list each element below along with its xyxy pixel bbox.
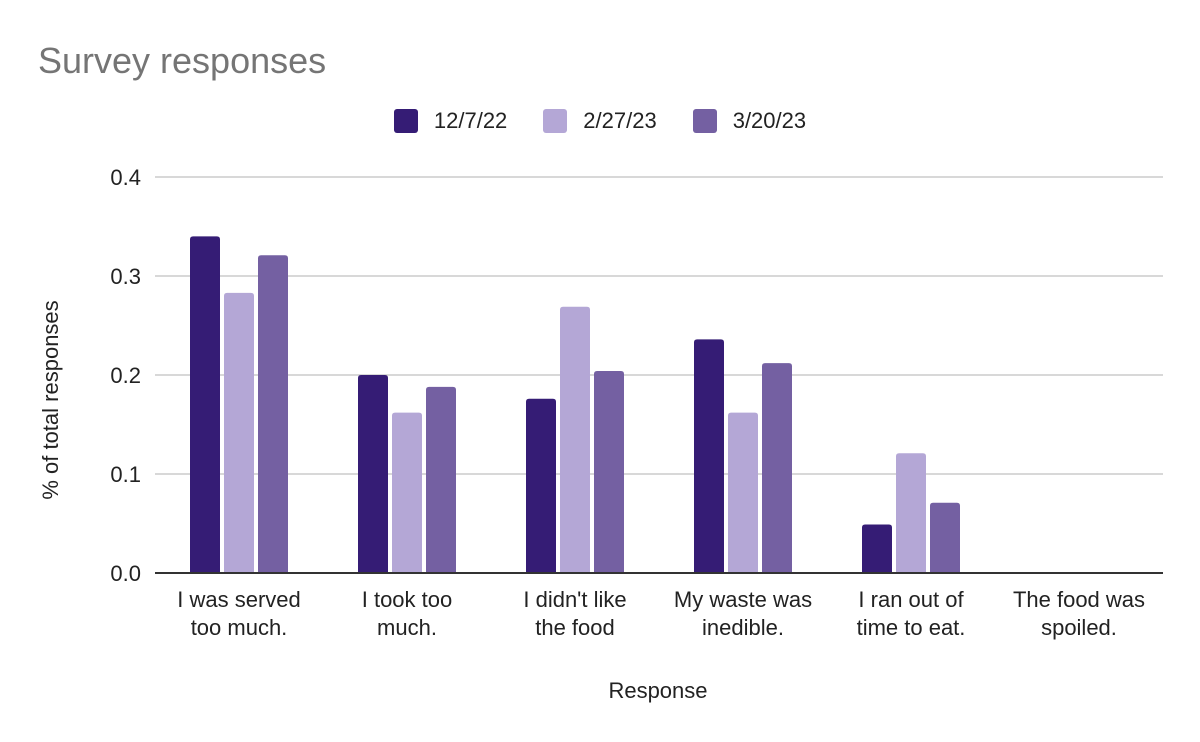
x-tick-label: The food was spoiled. xyxy=(1013,587,1145,640)
bar-1-2[interactable] xyxy=(358,375,388,573)
legend-item-series-3[interactable]: 3/20/23 xyxy=(692,108,807,134)
x-tick-label: My waste was inedible. xyxy=(674,587,812,640)
y-axis-title: % of total responses xyxy=(38,300,63,499)
legend-swatch-series-3 xyxy=(692,109,717,133)
y-tick-label: 0.3 xyxy=(110,264,141,289)
y-tick-label: 0.2 xyxy=(110,363,141,388)
bars xyxy=(190,236,960,573)
bar-3-2[interactable] xyxy=(426,386,456,573)
y-tick-label: 0.1 xyxy=(110,462,141,487)
legend-label-series-2: 2/27/23 xyxy=(583,108,657,133)
x-tick-label: I didn't like the food xyxy=(523,587,626,640)
bar-1-4[interactable] xyxy=(694,339,724,573)
bar-1-5[interactable] xyxy=(862,524,892,573)
x-tick-label: I was served too much. xyxy=(177,587,301,640)
bar-1-1[interactable] xyxy=(190,236,220,573)
x-axis-title: Response xyxy=(608,678,707,703)
legend-swatch-series-1 xyxy=(393,109,418,133)
legend-swatch-series-2 xyxy=(543,109,568,133)
bar-1-3[interactable] xyxy=(526,398,556,573)
legend-label-series-1: 12/7/22 xyxy=(433,108,508,133)
legend: 12/7/22 2/27/23 3/20/23 xyxy=(0,108,1200,134)
bar-3-4[interactable] xyxy=(762,363,792,573)
bar-2-5[interactable] xyxy=(896,453,926,573)
legend-item-series-1[interactable]: 12/7/22 xyxy=(393,108,508,134)
bar-3-1[interactable] xyxy=(258,255,288,573)
legend-label-series-3: 3/20/23 xyxy=(732,108,807,133)
bar-3-5[interactable] xyxy=(930,502,960,573)
x-tick-label: I took too much. xyxy=(362,587,453,640)
axes: 0.0 0.1 0.2 0.3 0.4 I was served too much. I to… xyxy=(110,165,1163,640)
y-tick-label: 0.4 xyxy=(110,165,141,190)
y-tick-label: 0.0 xyxy=(110,561,141,586)
bar-2-2[interactable] xyxy=(392,412,422,573)
x-tick-label: I ran out of time to eat. xyxy=(857,587,966,640)
gridlines xyxy=(155,176,1163,475)
bar-2-3[interactable] xyxy=(560,306,590,573)
chart-title: Survey responses xyxy=(38,40,327,81)
legend-item-series-2[interactable]: 2/27/23 xyxy=(543,108,657,134)
bar-2-4[interactable] xyxy=(728,412,758,573)
bar-2-1[interactable] xyxy=(224,292,254,573)
bar-3-3[interactable] xyxy=(594,371,624,573)
